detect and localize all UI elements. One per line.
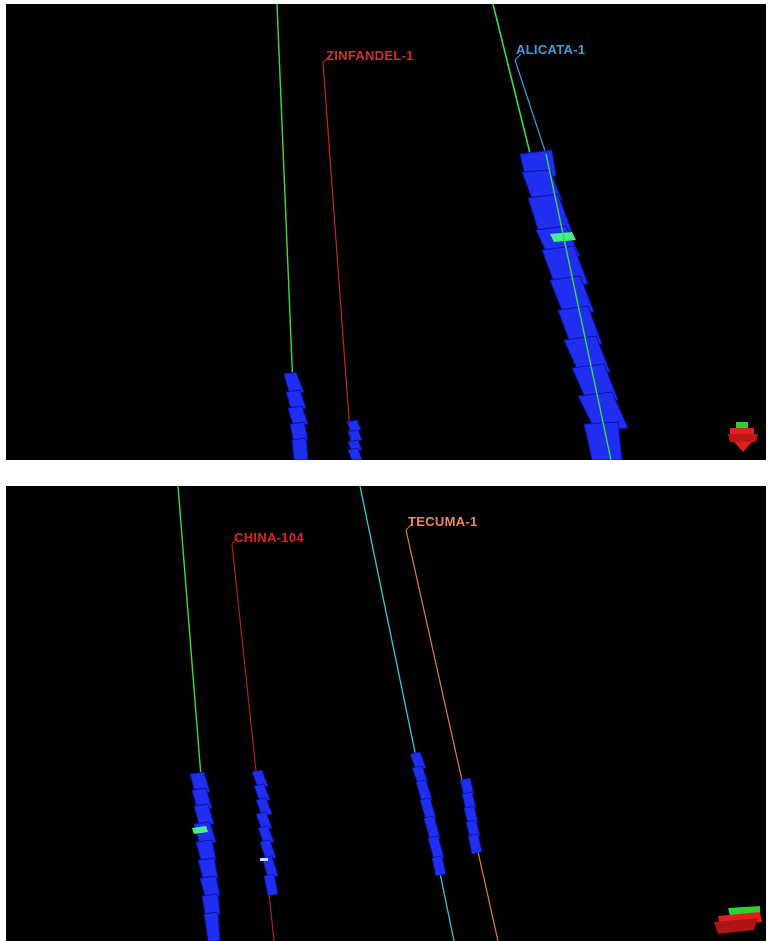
well-trajectory-tecuma	[405, 529, 499, 941]
well-label-china104[interactable]: CHINA-104	[234, 530, 304, 545]
trajectory-overlay	[545, 153, 612, 460]
fault-blocks-left	[189, 771, 221, 941]
well-trajectory-alicata	[514, 59, 547, 155]
fault-blocks-zinfandel	[346, 419, 363, 460]
orientation-gizmo-icon[interactable]	[714, 906, 762, 934]
fault-blocks-china104	[251, 769, 279, 897]
label-tick-tecuma	[405, 523, 413, 531]
fault-blocks-alicata	[519, 149, 629, 460]
marker-left	[192, 826, 208, 834]
scene-top	[276, 4, 758, 460]
viewport-top[interactable]: ZINFANDEL-1 ALICATA-1	[6, 4, 766, 460]
fault-blocks-cyan	[409, 751, 447, 877]
label-tick-alicata	[514, 53, 522, 61]
fault-blocks-left	[283, 371, 309, 460]
orientation-gizmo-icon[interactable]	[728, 422, 758, 452]
fault-blocks-tecuma	[459, 777, 483, 855]
label-tick-zinfandel	[322, 55, 332, 63]
well-label-zinfandel[interactable]: ZINFANDEL-1	[326, 48, 414, 63]
well-label-alicata[interactable]: ALICATA-1	[516, 42, 586, 57]
marker-china104	[260, 858, 268, 861]
scene-bottom	[177, 486, 762, 941]
well-label-tecuma[interactable]: TECUMA-1	[408, 514, 478, 529]
well-trajectory-zinfandel	[322, 61, 353, 460]
label-tick-china104	[231, 537, 239, 545]
viewport-bottom[interactable]: CHINA-104 TECUMA-1	[6, 486, 766, 941]
